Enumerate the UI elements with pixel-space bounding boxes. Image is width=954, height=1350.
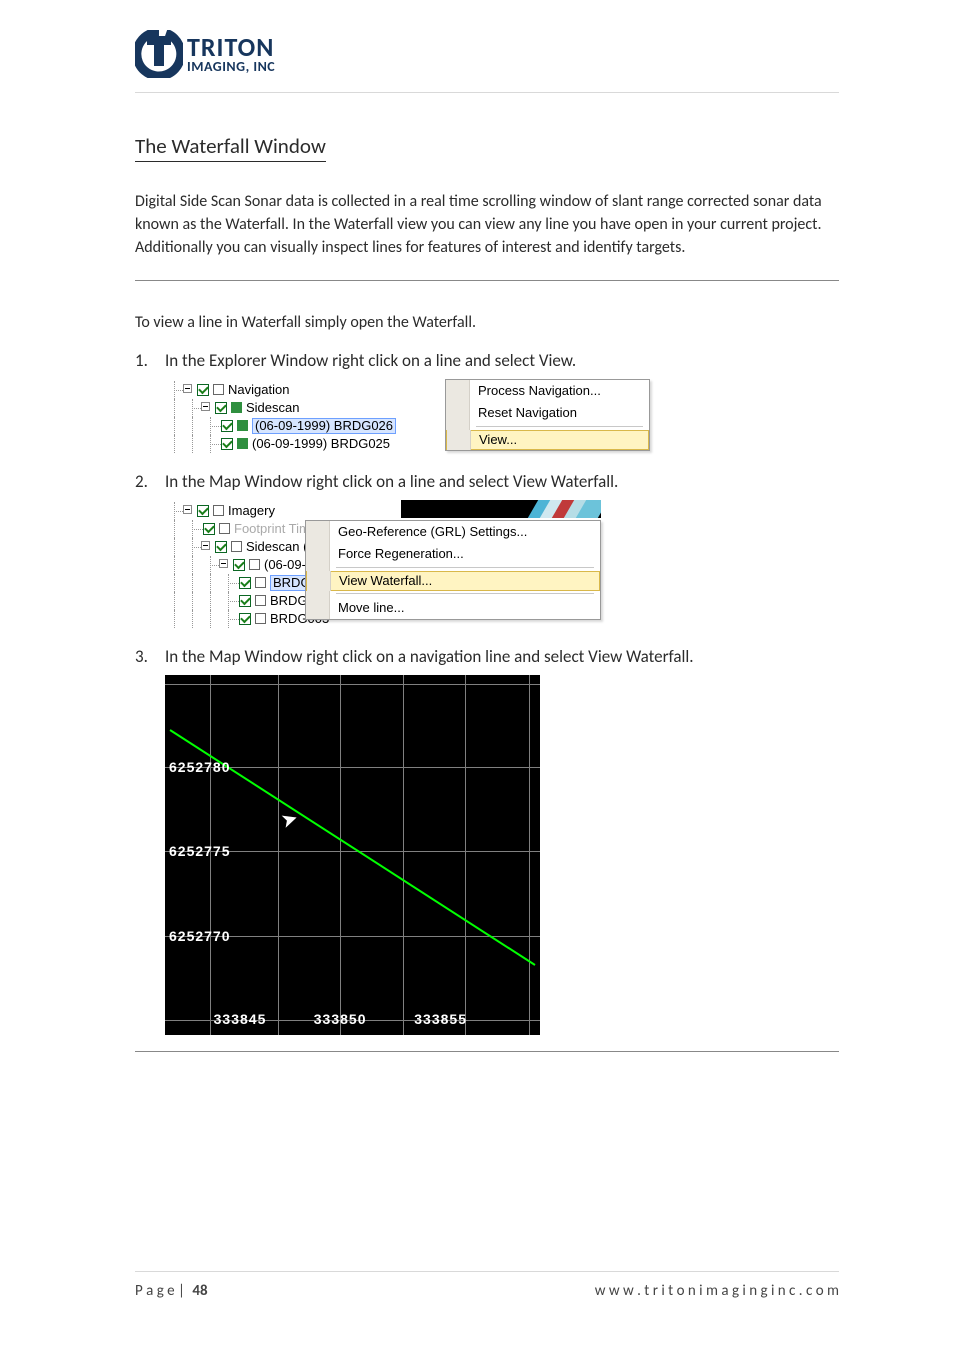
checkbox-line-a[interactable]: [221, 420, 233, 432]
node-line-b[interactable]: (06-09-1999) BRDG025: [252, 436, 390, 451]
checkbox-sidescan[interactable]: [215, 402, 227, 414]
map-thumbnail: [401, 500, 601, 518]
checkbox-k50[interactable]: [233, 559, 245, 571]
menu-separator: [306, 565, 600, 571]
lead-paragraph: To view a line in Waterfall simply open …: [135, 311, 839, 334]
context-menu-1: Process Navigation... Reset Navigation V…: [445, 379, 650, 451]
menu-force-regeneration[interactable]: Force Regeneration...: [306, 543, 600, 565]
page-footer: P a g e | 48 w w w . t r i t o n i m a g…: [135, 1271, 839, 1300]
header-divider: [135, 92, 839, 93]
checkbox-fts[interactable]: [203, 523, 215, 535]
menu-grl-settings[interactable]: Geo-Reference (GRL) Settings...: [306, 521, 600, 543]
logo-text: TRITON IMAGING, INC: [187, 35, 275, 73]
navigation-plot[interactable]: ➤ 62527806252775625277033384533385033385…: [165, 675, 540, 1035]
brand-sub: IMAGING, INC: [187, 60, 275, 73]
brand-name: TRITON: [187, 35, 275, 60]
context-menu-2: Geo-Reference (GRL) Settings... Force Re…: [305, 520, 601, 620]
menu-move-line[interactable]: Move line...: [306, 597, 600, 619]
logo-mark: [135, 30, 183, 78]
section-heading: The Waterfall Window: [135, 133, 326, 162]
section-separator-top: [135, 280, 839, 281]
checkbox-brdg003[interactable]: [239, 613, 251, 625]
node-imagery[interactable]: Imagery: [228, 503, 275, 518]
brand-logo: TRITON IMAGING, INC: [135, 30, 839, 78]
footer-url: w w w . t r i t o n i m a g i n g i n c …: [595, 1282, 839, 1300]
toggle-imagery[interactable]: [183, 505, 192, 514]
footer-page-number: 48: [192, 1282, 207, 1300]
section-separator-bottom: [135, 1051, 839, 1052]
checkbox-sidescan-db[interactable]: [215, 541, 227, 553]
checkbox-line-b[interactable]: [221, 438, 233, 450]
step-2: In the Map Window right click on a line …: [135, 471, 839, 630]
menu-view-waterfall[interactable]: View Waterfall...: [306, 571, 600, 591]
checkbox-navigation[interactable]: [197, 384, 209, 396]
explorer-tree-1: Navigation Sidescan (06-09-1999) BRDG026: [165, 379, 419, 455]
toggle-navigation[interactable]: [183, 384, 192, 393]
step-2-text: In the Map Window right click on a line …: [165, 471, 618, 492]
menu-view[interactable]: View...: [446, 430, 649, 450]
checkbox-imagery[interactable]: [197, 505, 209, 517]
footer-page-label: P a g e |: [135, 1282, 185, 1300]
menu-separator: [306, 591, 600, 597]
toggle-sidescan[interactable]: [201, 402, 210, 411]
step-3-text: In the Map Window right click on a navig…: [165, 646, 694, 667]
toggle-sidescan-db[interactable]: [201, 541, 210, 550]
intro-paragraph: Digital Side Scan Sonar data is collecte…: [135, 190, 839, 260]
toggle-k50[interactable]: [219, 559, 228, 568]
step-1-text: In the Explorer Window right click on a …: [165, 350, 576, 371]
node-navigation[interactable]: Navigation: [228, 382, 289, 397]
menu-separator: [446, 424, 649, 430]
menu-process-navigation[interactable]: Process Navigation...: [446, 380, 649, 402]
menu-reset-navigation[interactable]: Reset Navigation: [446, 402, 649, 424]
step-1: In the Explorer Window right click on a …: [135, 350, 839, 455]
step-3: In the Map Window right click on a navig…: [135, 646, 839, 1035]
checkbox-brdg001[interactable]: [239, 577, 251, 589]
node-sidescan[interactable]: Sidescan: [246, 400, 299, 415]
checkbox-brdg002[interactable]: [239, 595, 251, 607]
node-line-a[interactable]: (06-09-1999) BRDG026: [252, 418, 396, 434]
